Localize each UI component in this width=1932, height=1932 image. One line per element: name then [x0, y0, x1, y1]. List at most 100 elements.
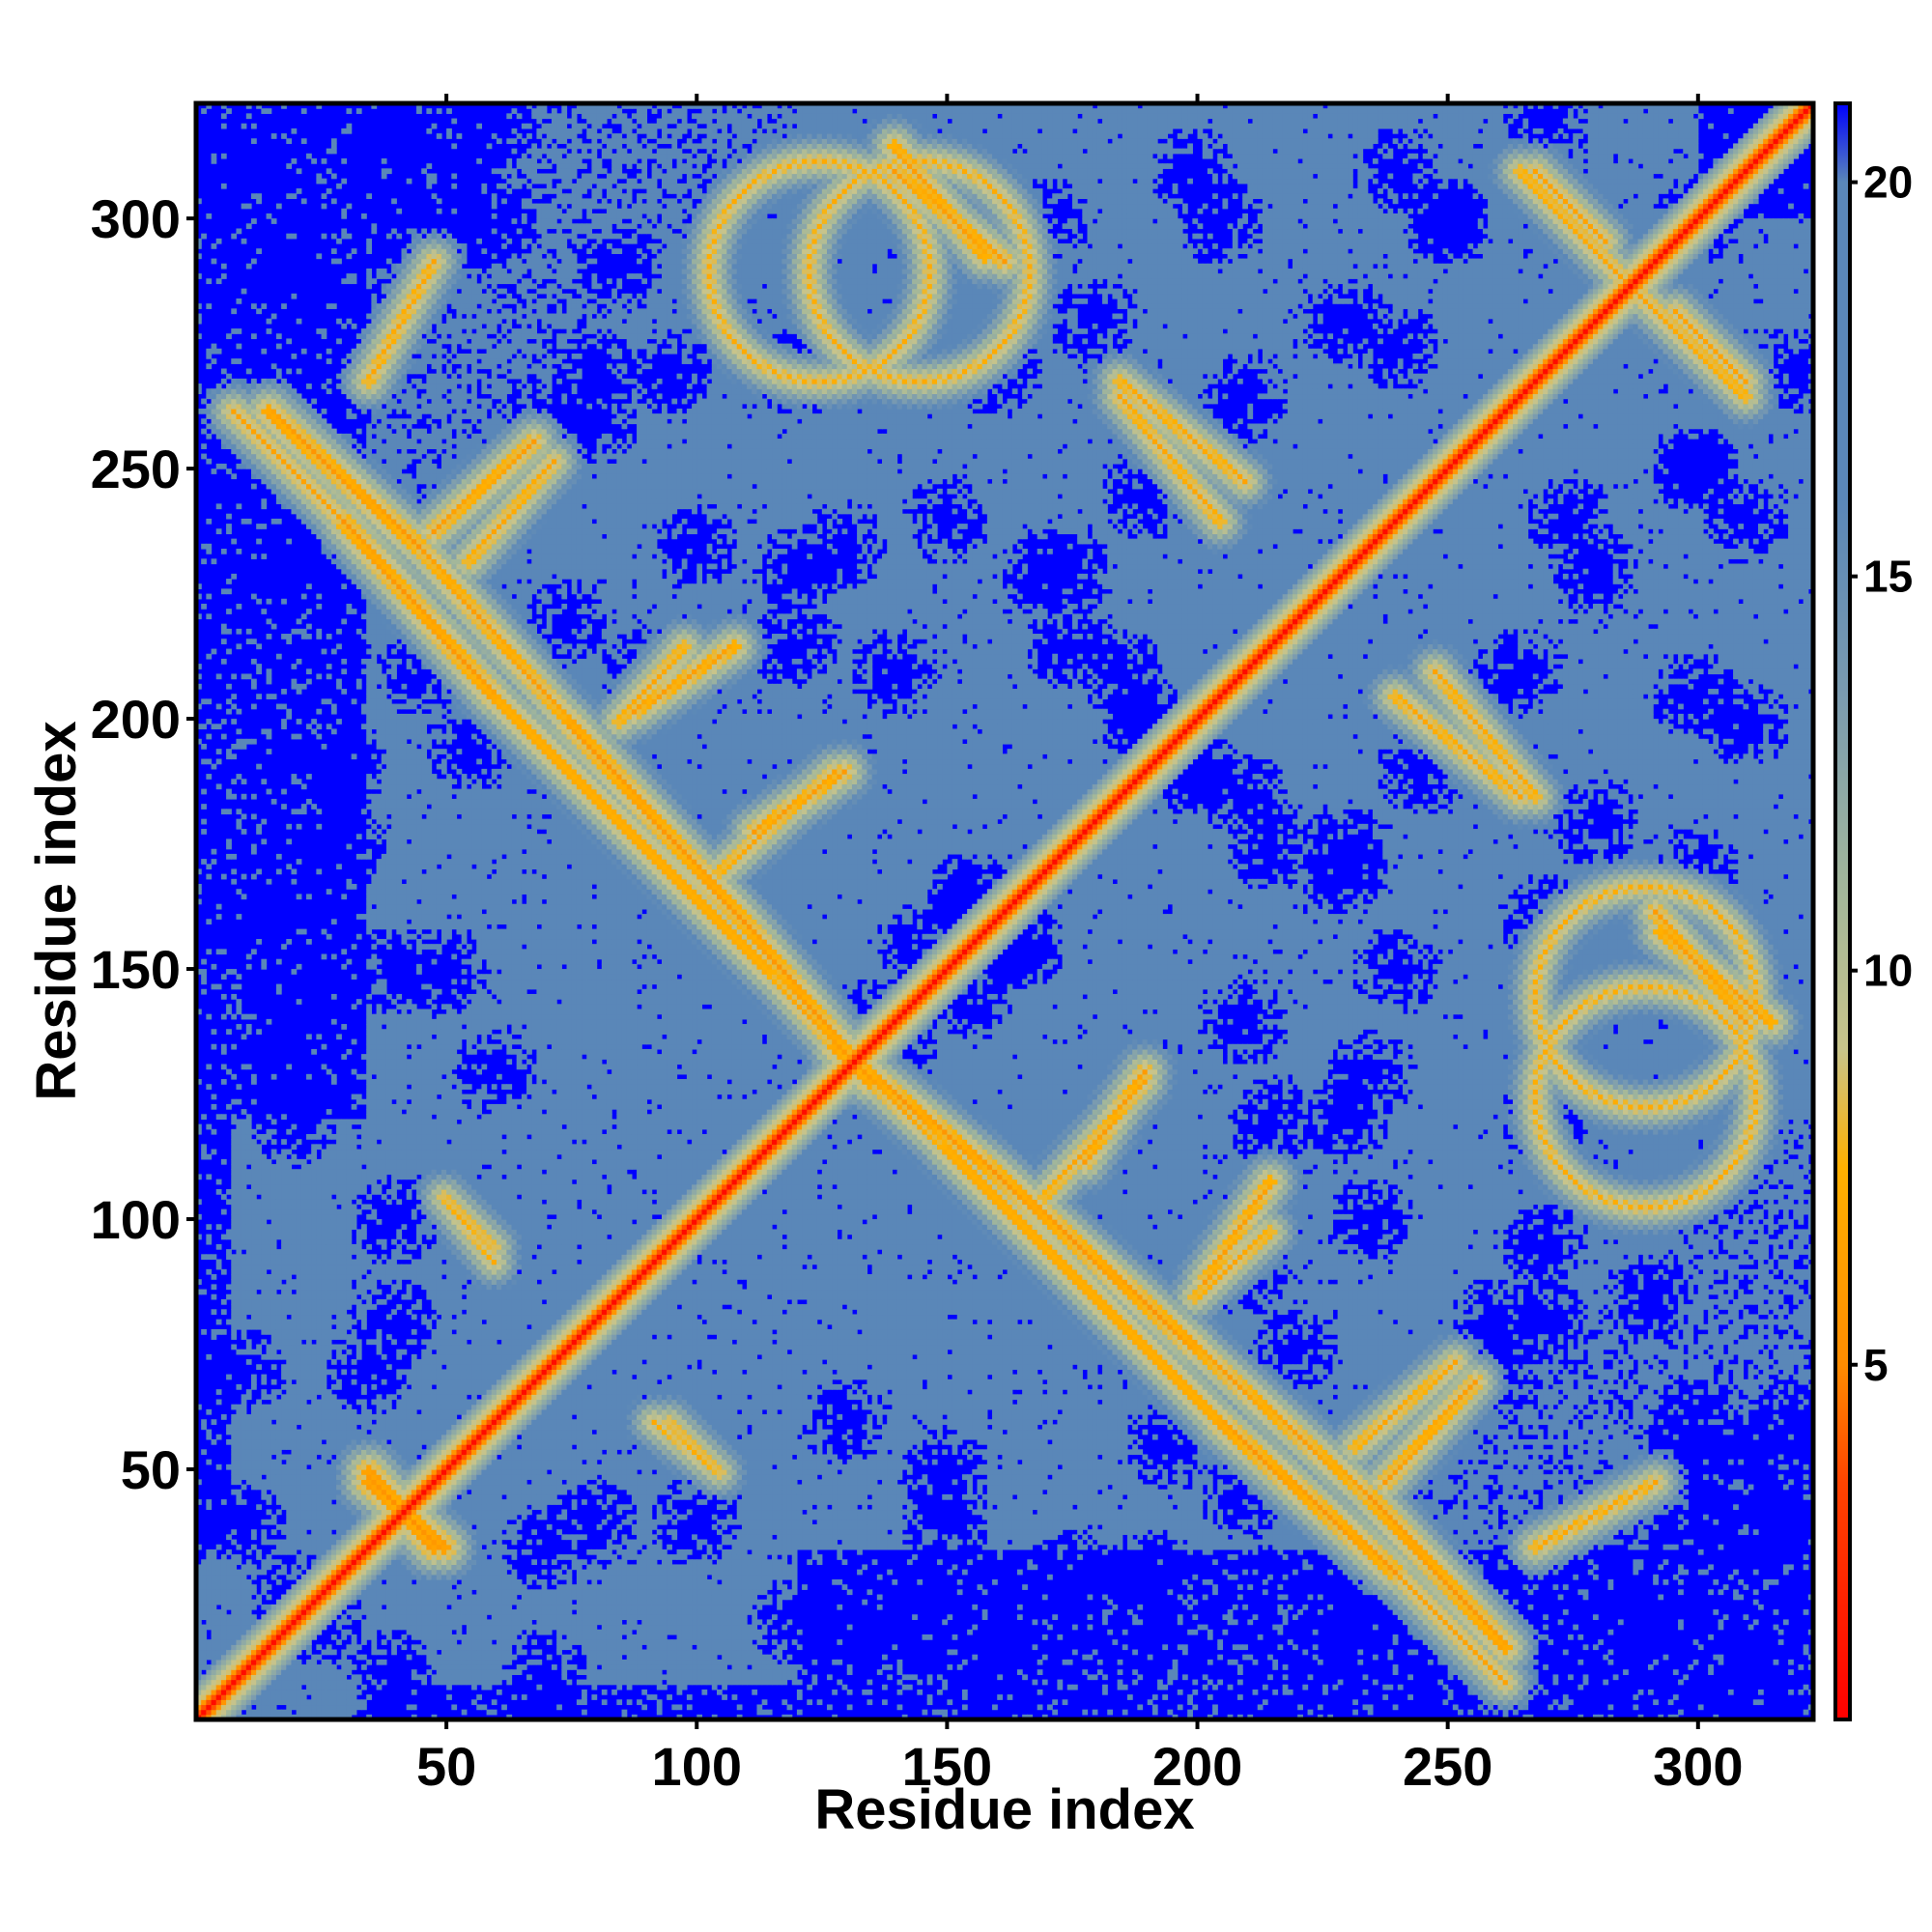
heatmap-cell	[231, 1329, 237, 1335]
heatmap-cell	[246, 1029, 252, 1035]
heatmap-cell	[212, 1639, 217, 1645]
heatmap-cells	[196, 103, 1814, 1720]
heatmap-cell	[297, 1534, 302, 1540]
heatmap-cell	[267, 1189, 272, 1195]
heatmap-cell	[306, 1630, 312, 1635]
heatmap-cell	[236, 404, 242, 410]
heatmap-cell	[261, 1259, 267, 1264]
heatmap-cell	[267, 1595, 272, 1601]
heatmap-cell	[301, 1575, 307, 1580]
heatmap-cell	[216, 949, 222, 954]
heatmap-cell	[221, 994, 227, 1000]
heatmap-cell	[226, 588, 232, 594]
heatmap-cell	[301, 1229, 307, 1235]
heatmap-cell	[297, 1284, 302, 1290]
heatmap-cell	[212, 404, 217, 410]
heatmap-cell	[242, 1694, 247, 1700]
heatmap-cell	[231, 1214, 237, 1220]
heatmap-cell	[297, 319, 302, 325]
heatmap-cell	[306, 1304, 312, 1310]
heatmap-cell	[281, 1189, 287, 1195]
heatmap-cell	[236, 709, 242, 715]
heatmap-cell	[267, 473, 272, 479]
heatmap-cell	[231, 1469, 237, 1475]
heatmap-cell	[291, 1124, 297, 1130]
heatmap-cell	[271, 1694, 277, 1700]
heatmap-cell	[286, 1064, 292, 1069]
heatmap-cell	[261, 1239, 267, 1245]
heatmap-cell	[301, 1554, 307, 1560]
heatmap-cell	[267, 413, 272, 419]
heatmap-cell	[242, 1169, 247, 1175]
heatmap-cell	[301, 418, 307, 424]
heatmap-cell	[231, 1309, 237, 1315]
heatmap-cell	[212, 158, 217, 164]
heatmap-cell	[221, 1159, 227, 1165]
heatmap-cell	[201, 454, 207, 460]
heatmap-cell	[216, 1189, 222, 1195]
heatmap-cell	[286, 1669, 292, 1675]
heatmap-cell	[297, 1504, 302, 1510]
heatmap-cell	[231, 1605, 237, 1610]
heatmap-cell	[271, 1269, 277, 1275]
heatmap-cell	[306, 1264, 312, 1270]
heatmap-cell	[306, 1249, 312, 1255]
heatmap-cell	[206, 1600, 212, 1605]
heatmap-cell	[267, 668, 272, 674]
heatmap-cell	[291, 1655, 297, 1661]
heatmap-cell	[201, 1579, 207, 1585]
heatmap-cell	[231, 1600, 237, 1605]
heatmap-cell	[246, 204, 252, 210]
heatmap-cell	[246, 393, 252, 399]
heatmap-cell	[251, 1614, 257, 1620]
heatmap-cell	[281, 1464, 287, 1470]
heatmap-cell	[271, 478, 277, 484]
heatmap-cell	[256, 694, 262, 699]
heatmap-cell	[201, 1699, 207, 1705]
heatmap-cell	[286, 1274, 292, 1280]
heatmap-cell	[242, 1139, 247, 1145]
heatmap-cell	[301, 1549, 307, 1555]
heatmap-cell	[291, 509, 297, 515]
heatmap-cell	[261, 1424, 267, 1430]
heatmap-cell	[301, 809, 307, 814]
heatmap-cell	[271, 314, 277, 320]
heatmap-cell	[236, 399, 242, 405]
heatmap-cell	[242, 439, 247, 444]
heatmap-cell	[256, 599, 262, 605]
heatmap-cell	[297, 1584, 302, 1590]
heatmap-cell	[221, 1235, 227, 1240]
heatmap-cell	[306, 1609, 312, 1615]
heatmap-cell	[276, 868, 282, 874]
heatmap-cell	[271, 1469, 277, 1475]
heatmap-cell	[281, 944, 287, 950]
heatmap-cell	[281, 1159, 287, 1165]
heatmap-cell	[236, 774, 242, 780]
heatmap-cell	[267, 1469, 272, 1475]
heatmap-cell	[261, 959, 267, 965]
heatmap-cell	[276, 1494, 282, 1500]
heatmap-cell	[221, 1269, 227, 1275]
heatmap-cell	[301, 1254, 307, 1260]
heatmap-cell	[297, 1219, 302, 1225]
heatmap-cell	[246, 1249, 252, 1255]
heatmap-cell	[246, 1235, 252, 1240]
heatmap-cell	[236, 1680, 242, 1686]
heatmap-cell	[246, 1229, 252, 1235]
heatmap-cell	[306, 1320, 312, 1325]
heatmap-cell	[221, 629, 227, 635]
heatmap-cell	[221, 949, 227, 954]
heatmap-cell	[286, 1229, 292, 1235]
heatmap-cell	[251, 1179, 257, 1185]
heatmap-cell	[271, 1704, 277, 1710]
heatmap-cell	[251, 393, 257, 399]
heatmap-cell	[226, 649, 232, 655]
heatmap-cell	[286, 1639, 292, 1645]
heatmap-cell	[301, 1284, 307, 1290]
heatmap-cell	[301, 1644, 307, 1650]
heatmap-cell	[231, 328, 237, 334]
heatmap-cell	[201, 974, 207, 980]
heatmap-cell	[242, 1704, 247, 1710]
heatmap-cell	[206, 1605, 212, 1610]
heatmap-cell	[212, 849, 217, 855]
